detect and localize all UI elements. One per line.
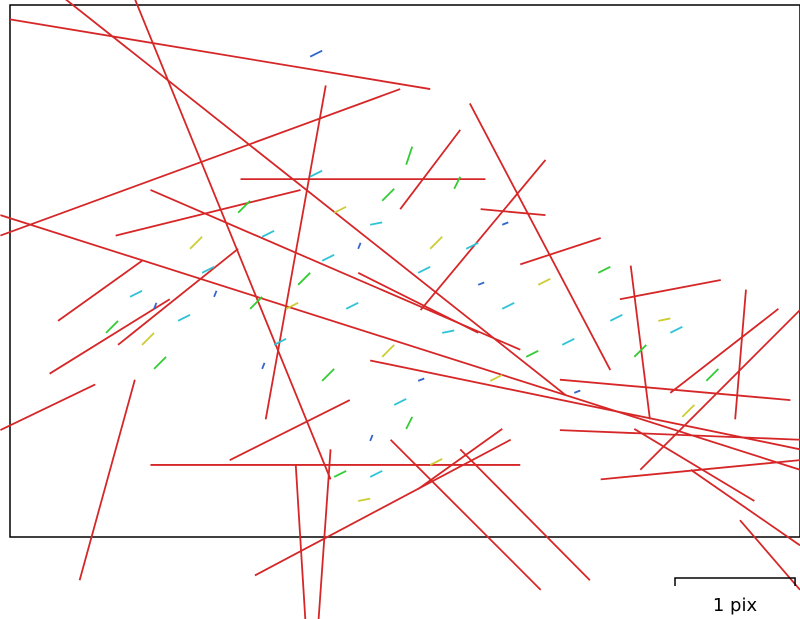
vector xyxy=(465,241,479,250)
vector xyxy=(78,379,136,581)
vector xyxy=(229,399,351,461)
vector xyxy=(369,434,374,442)
vector xyxy=(370,221,383,226)
vector xyxy=(273,338,287,346)
vector xyxy=(201,265,215,274)
vector xyxy=(285,302,299,310)
plot-frame xyxy=(9,4,800,538)
vector xyxy=(333,470,347,478)
vector xyxy=(429,236,443,250)
vector xyxy=(681,404,695,418)
scale-bar xyxy=(674,577,796,586)
vector xyxy=(442,329,455,334)
vector xyxy=(261,362,266,370)
vector xyxy=(609,314,623,322)
vector xyxy=(619,279,721,301)
vector xyxy=(417,428,503,490)
scale-label: 1 pix xyxy=(713,595,758,616)
vector xyxy=(669,308,779,394)
vector xyxy=(134,0,332,480)
vector xyxy=(65,0,567,396)
vector xyxy=(705,368,719,382)
vector xyxy=(129,290,143,298)
vector xyxy=(639,309,800,471)
vector xyxy=(333,205,347,214)
vector xyxy=(189,236,203,250)
vector xyxy=(0,383,96,431)
vector xyxy=(559,429,800,441)
vector xyxy=(357,242,362,250)
vector xyxy=(453,176,462,190)
vector xyxy=(525,350,539,358)
vector xyxy=(357,271,479,334)
vector xyxy=(381,188,395,202)
vector xyxy=(317,449,332,619)
vector xyxy=(459,448,591,581)
vector xyxy=(57,260,143,322)
vector xyxy=(153,302,158,310)
vector xyxy=(669,326,683,334)
vector xyxy=(0,88,401,237)
vector xyxy=(321,368,335,382)
vector xyxy=(489,374,503,382)
vector xyxy=(501,221,509,226)
vector xyxy=(345,302,359,310)
vector xyxy=(249,296,263,310)
vector xyxy=(381,344,395,358)
vector xyxy=(389,439,542,591)
vector xyxy=(480,208,546,217)
vector xyxy=(417,377,425,382)
vector xyxy=(49,298,171,375)
vector xyxy=(501,302,515,310)
vector xyxy=(597,265,611,274)
vector xyxy=(417,265,431,274)
vector xyxy=(393,398,407,406)
vector xyxy=(573,389,581,394)
vector xyxy=(309,49,323,58)
vector xyxy=(369,470,383,478)
vector xyxy=(141,332,155,346)
vector xyxy=(561,338,575,346)
vector xyxy=(658,317,671,322)
vector xyxy=(153,356,167,370)
vector xyxy=(477,281,485,286)
vector xyxy=(469,103,612,371)
vector xyxy=(254,438,512,577)
vector xyxy=(9,18,431,90)
vector xyxy=(297,272,311,286)
vector xyxy=(177,314,191,322)
vector xyxy=(633,428,755,502)
vector xyxy=(309,169,323,178)
vector xyxy=(237,200,251,214)
vector xyxy=(105,320,119,334)
vector xyxy=(633,344,647,358)
vector xyxy=(537,278,551,286)
vector xyxy=(294,464,307,619)
vector xyxy=(734,289,747,420)
vector xyxy=(321,253,335,262)
vector xyxy=(600,459,800,481)
vector xyxy=(429,458,443,466)
vector xyxy=(519,237,601,266)
vector xyxy=(690,469,800,547)
vector xyxy=(399,129,461,210)
vector xyxy=(117,248,239,346)
vector xyxy=(405,146,414,166)
vector xyxy=(115,189,301,237)
vector xyxy=(213,290,218,298)
vector xyxy=(370,359,800,451)
vector xyxy=(0,214,800,471)
vector xyxy=(739,519,800,591)
vector xyxy=(629,265,651,420)
vector xyxy=(405,416,414,430)
vector xyxy=(419,159,547,311)
vector xyxy=(261,229,275,238)
vector xyxy=(357,497,371,502)
